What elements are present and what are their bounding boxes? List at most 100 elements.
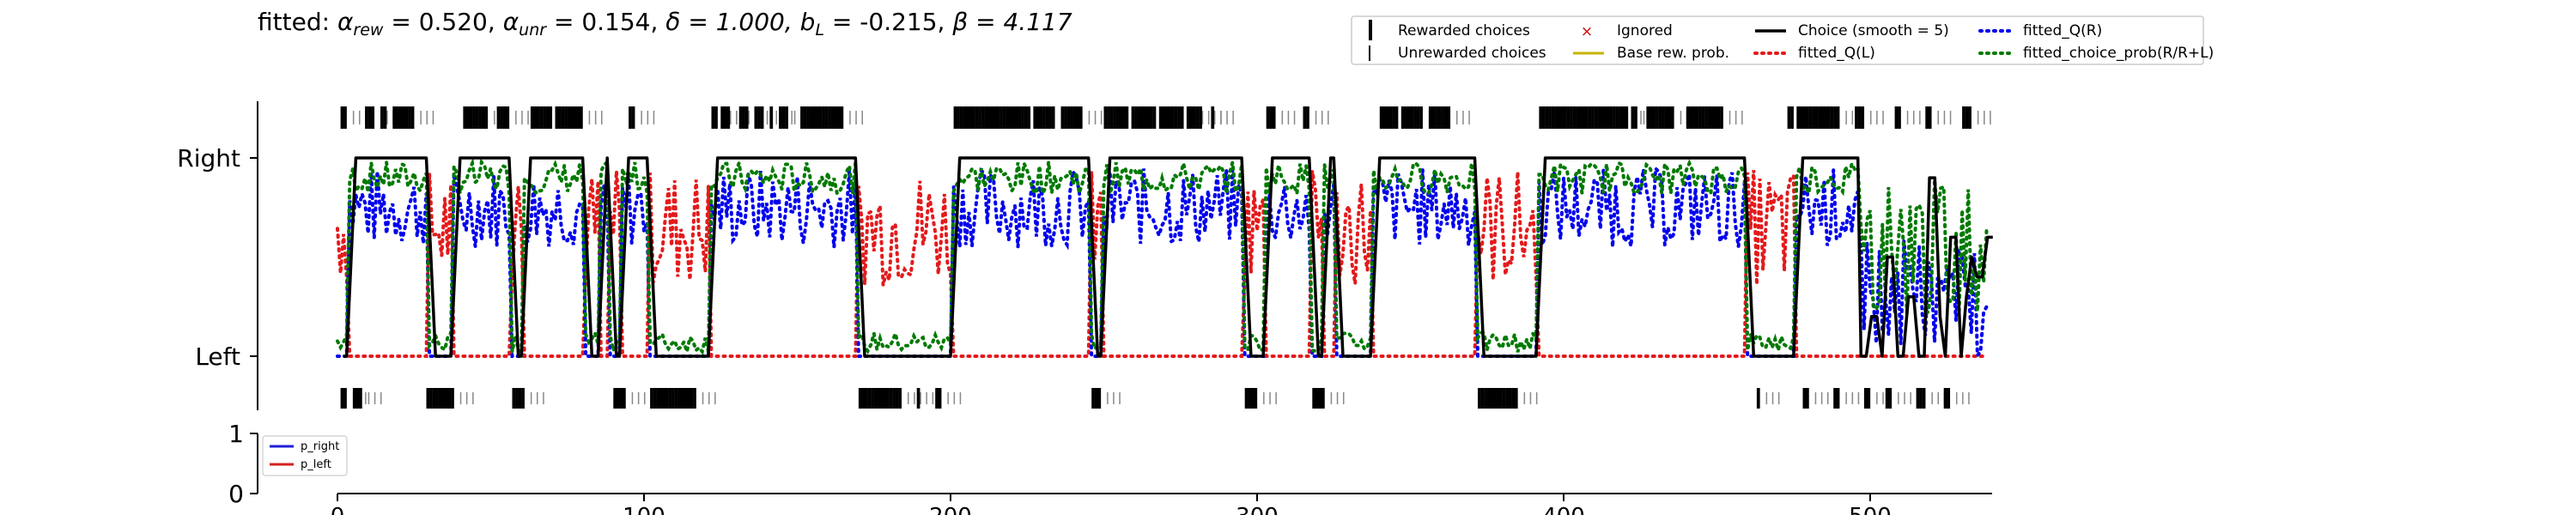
prob-legend: p_right p_left <box>262 435 348 476</box>
rewarded-tick <box>616 388 620 409</box>
rewarded-tick <box>1379 106 1383 129</box>
rewarded-tick <box>1554 106 1558 129</box>
rewarded-tick <box>723 106 727 129</box>
unrewarded-tick <box>708 392 710 404</box>
rewarded-tick <box>1861 106 1865 129</box>
unrewarded-tick <box>1336 392 1339 404</box>
rewarded-tick <box>1686 106 1690 129</box>
rewarded-tick <box>1168 106 1172 129</box>
rewarded-tick <box>1064 106 1067 129</box>
unrewarded-tick <box>1845 111 1847 124</box>
rewarded-tick <box>1802 388 1807 409</box>
unrewarded-tick <box>386 111 388 124</box>
rewarded-tick <box>629 106 632 129</box>
rewarded-tick <box>1631 106 1635 129</box>
rewarded-tick <box>1211 106 1215 129</box>
rewarded-tick <box>1008 106 1012 129</box>
rewarded-tick <box>1557 106 1561 129</box>
unrewarded-tick <box>1814 392 1817 404</box>
rewarded-tick <box>1244 388 1249 409</box>
rewarded-tick <box>1158 106 1163 129</box>
rewarded-tick <box>1720 106 1723 129</box>
rewarded-tick <box>1492 388 1497 409</box>
rewarded-tick <box>1382 106 1387 129</box>
rewarded-tick <box>1094 388 1098 409</box>
rewarded-tick <box>1033 106 1037 129</box>
unrewarded-tick <box>472 392 474 404</box>
legend-label-choice-prob: fitted_choice_prob(R/R+L) <box>2023 45 2214 62</box>
unrewarded-tick <box>1100 111 1103 124</box>
rewarded-tick <box>744 106 749 129</box>
rewarded-tick <box>1392 106 1395 129</box>
rewarded-tick <box>1066 106 1071 129</box>
rewarded-tick <box>981 106 985 129</box>
rewarded-tick <box>659 388 663 409</box>
rewarded-tick <box>1609 106 1613 129</box>
unrewarded-tick <box>588 111 591 124</box>
rewarded-tick <box>1447 106 1451 129</box>
rewarded-tick <box>1710 106 1715 129</box>
rewarded-tick <box>671 388 675 409</box>
rewarded-tick <box>1400 106 1405 129</box>
rewarded-tick <box>1254 388 1258 409</box>
rewarded-tick <box>1603 106 1607 129</box>
rewarded-tick <box>1039 106 1043 129</box>
rewarded-tick <box>1248 388 1252 409</box>
rewarded-tick <box>1060 106 1065 129</box>
unrewarded-tick <box>1330 392 1333 404</box>
rewarded-tick <box>877 388 881 409</box>
rewarded-tick <box>432 388 436 409</box>
unrewarded-tick <box>1640 111 1642 124</box>
rewarded-tick <box>785 106 788 129</box>
rewarded-tick <box>365 106 368 129</box>
rewarded-tick <box>1713 106 1717 129</box>
unrewarded-tick <box>432 111 434 124</box>
rewarded-tick <box>836 106 841 129</box>
rewarded-tick <box>1177 106 1181 129</box>
rewarded-tick <box>340 106 344 129</box>
rewarded-tick <box>1272 106 1276 129</box>
unrewarded-tick <box>601 111 603 124</box>
rewarded-tick <box>1943 388 1947 409</box>
rewarded-tick <box>873 388 878 409</box>
rewarded-tick <box>760 106 764 129</box>
rewarded-tick <box>963 106 967 129</box>
rewarded-tick <box>1965 106 1969 129</box>
rewarded-tick <box>1015 106 1018 129</box>
rewarded-tick <box>1649 106 1653 129</box>
rewarded-tick <box>1428 106 1432 129</box>
rewarded-tick <box>1802 106 1807 129</box>
rewarded-tick <box>1072 106 1077 129</box>
rewarded-tick <box>1511 388 1516 409</box>
unrewarded-tick <box>1728 111 1731 124</box>
unrewarded-tick <box>1201 111 1204 124</box>
legend-label-unrewarded: Unrewarded choices <box>1398 45 1546 62</box>
rewarded-tick <box>543 106 546 129</box>
rewarded-tick <box>1002 106 1006 129</box>
unrewarded-tick <box>932 392 934 404</box>
unrewarded-tick <box>1968 392 1970 404</box>
unrewarded-tick <box>1910 392 1911 404</box>
unrewarded-tick <box>426 111 428 124</box>
rewarded-tick <box>668 388 672 409</box>
rewarded-tick <box>742 106 745 129</box>
rewarded-tick <box>1570 106 1573 129</box>
rewarded-tick <box>1607 106 1610 129</box>
rewarded-tick <box>781 106 786 129</box>
unrewarded-tick <box>1949 111 1952 124</box>
unrewarded-tick <box>1220 111 1222 124</box>
rewarded-tick <box>484 106 489 129</box>
rewarded-tick <box>1070 106 1073 129</box>
rewarded-tick <box>395 106 399 129</box>
unrewarded-tick <box>1226 111 1228 124</box>
unrewarded-tick <box>653 111 655 124</box>
rewarded-tick <box>1806 106 1809 129</box>
unrewarded-tick <box>1913 111 1915 124</box>
rewarded-tick <box>1315 388 1319 409</box>
series-fitted-q-right <box>336 164 1989 360</box>
rewarded-tick <box>834 106 838 129</box>
rewarded-tick <box>812 106 817 129</box>
unrewarded-tick <box>365 392 367 404</box>
unrewarded-tick <box>594 111 597 124</box>
rewarded-tick <box>1005 106 1010 129</box>
